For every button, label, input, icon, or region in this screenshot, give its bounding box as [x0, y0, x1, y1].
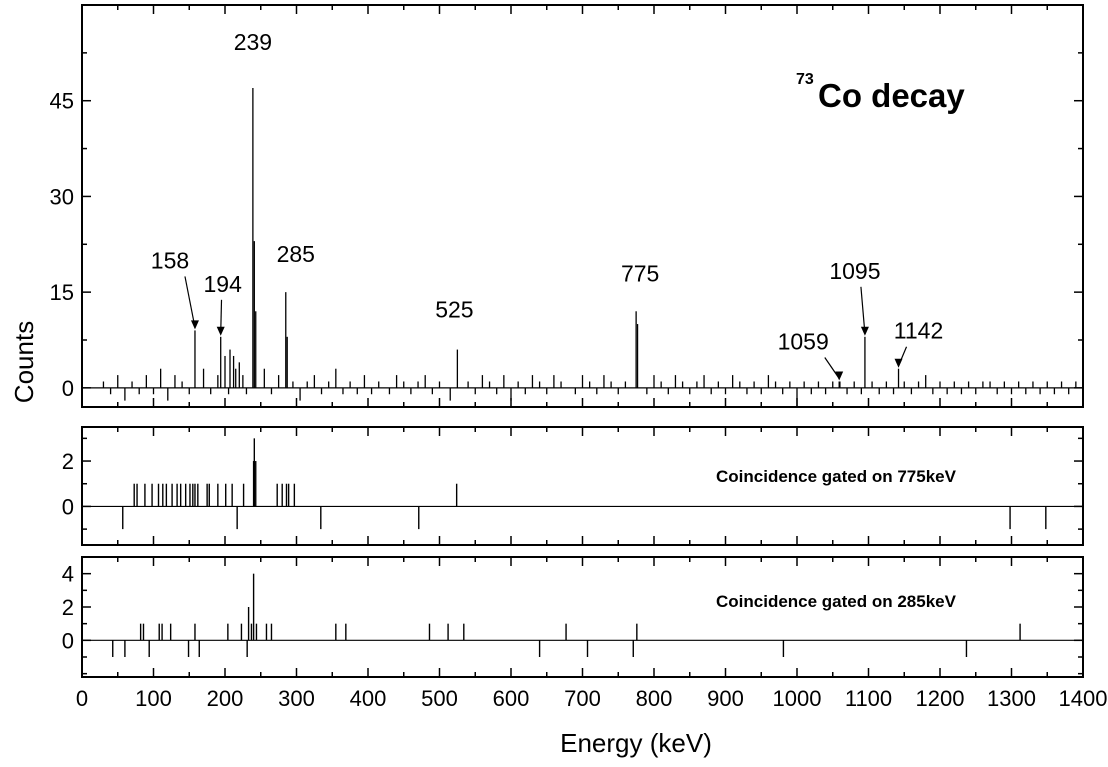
gate-775-annotation: Coincidence gated on 775keV: [716, 467, 957, 486]
peak-label-1095: 1095: [829, 258, 880, 284]
x-tick-label: 900: [707, 686, 744, 711]
gate-775-marks: [82, 438, 1083, 530]
x-tick-label: 1200: [916, 686, 965, 711]
main-ytick-label: 15: [50, 280, 74, 305]
peak-arrowhead-194: [216, 326, 225, 336]
gate-775-ytick-label: 2: [62, 449, 74, 474]
gate-285-frame: 0 2 4: [62, 556, 1084, 678]
x-tick-label: 800: [636, 686, 673, 711]
peak-label-1142: 1142: [894, 318, 943, 344]
peak-label-285: 285: [277, 241, 315, 267]
x-tick-label: 300: [278, 686, 315, 711]
peak-label-194: 194: [204, 271, 243, 297]
x-tick-label: 600: [493, 686, 530, 711]
panel-gate-775: 02 Coincidence gated on 775keV: [62, 426, 1084, 546]
gate-285-ytick-label: 4: [62, 562, 74, 587]
peak-label-158: 158: [151, 247, 189, 273]
x-axis-title: Energy (keV): [560, 728, 712, 758]
peak-arrow-1095: [860, 286, 866, 334]
x-tick-label: 200: [207, 686, 244, 711]
x-tick-label: 400: [350, 686, 387, 711]
x-tick-label: 700: [564, 686, 601, 711]
gate-775-ytick-label: 0: [62, 494, 74, 519]
peak-label-239: 239: [234, 29, 272, 55]
x-tick-label: 0: [76, 686, 88, 711]
peak-arrowhead-1142: [894, 358, 903, 368]
peak-arrow-158: [184, 276, 196, 328]
peak-label-1059: 1059: [778, 328, 829, 354]
x-tick-label: 500: [421, 686, 458, 711]
gate-775-frame: 02: [62, 426, 1084, 546]
main-ytick-label: 0: [62, 376, 74, 401]
x-tick-label: 1400: [1059, 686, 1108, 711]
peak-label-525: 525: [435, 297, 473, 323]
x-tick-label: 1300: [987, 686, 1036, 711]
panel-main-spectrum: 0 15 30 45 239 158 194 285 525 775 1059 1095 1142 7…: [9, 4, 1084, 408]
main-border: [81, 4, 1084, 408]
peak-arrowhead-1059: [835, 371, 844, 381]
main-peak-labels: 239 158 194 285 525 775 1059 1095 1142: [151, 29, 943, 381]
gate-285-ytick-label: 0: [62, 628, 74, 653]
main-spectrum-marks: [82, 87, 1083, 407]
gate-285-annotation: Coincidence gated on 285keV: [716, 592, 957, 611]
x-tick-label: 1000: [773, 686, 822, 711]
chart-title: Co decay: [818, 77, 965, 114]
peak-arrowhead-158: [190, 320, 199, 330]
gate-285-marks: [82, 573, 1083, 657]
y-axis-title: Counts: [9, 321, 39, 403]
main-ytick-label: 45: [50, 89, 74, 114]
panel-gate-285: 0 2 4 Coincidence gated on 285keV: [62, 556, 1084, 678]
x-tick-label: 1100: [845, 686, 892, 711]
peak-label-775: 775: [621, 260, 659, 286]
peak-arrowhead-1095: [860, 326, 869, 336]
title-superscript: 73: [796, 71, 814, 88]
gate-285-border: [81, 556, 1084, 678]
x-tick-label: 100: [135, 686, 172, 711]
main-ytick-label: 30: [50, 184, 74, 209]
main-frame: 0 15 30 45: [50, 4, 1084, 408]
gate-285-ytick-label: 2: [62, 595, 74, 620]
x-axis: 0 100 200 300 400 500 600 700 800 900 1000 1100 1200…: [76, 686, 1108, 711]
